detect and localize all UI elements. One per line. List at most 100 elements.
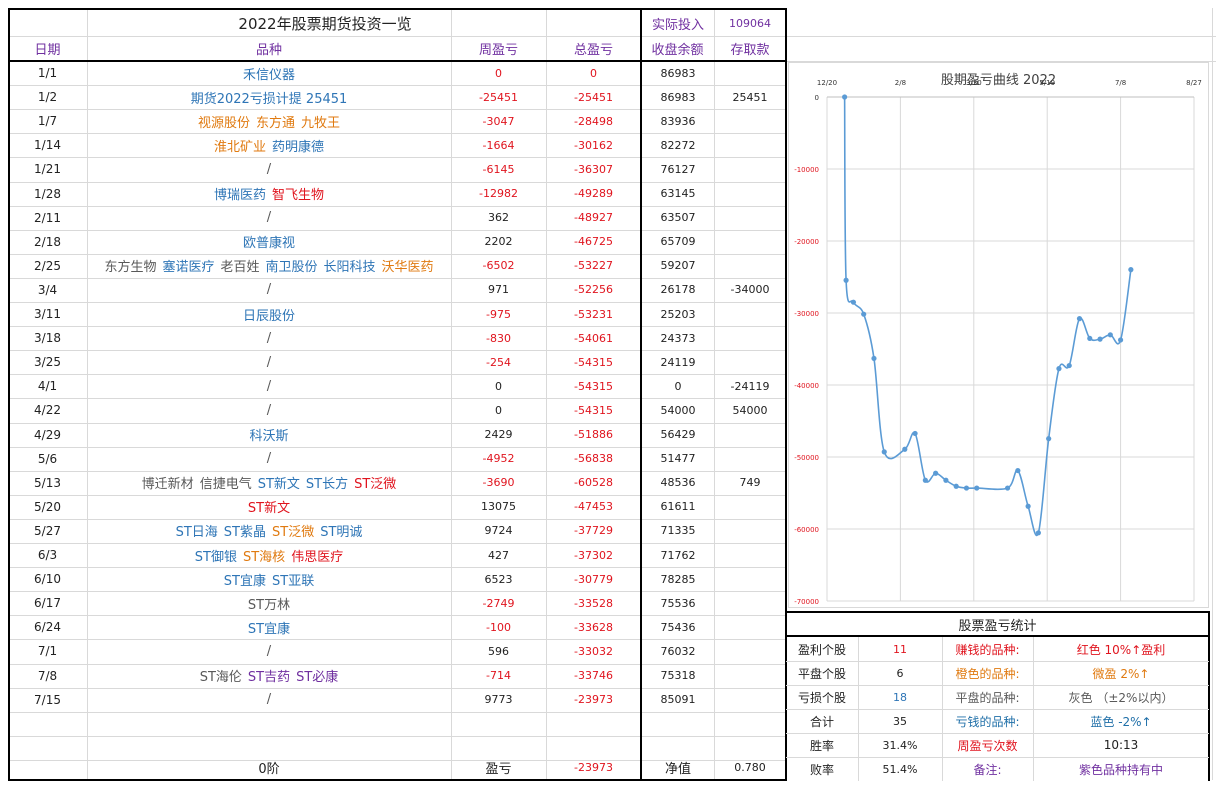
row-stock-names: / <box>87 398 451 422</box>
row-date: 2/25 <box>34 258 61 273</box>
row-total-pl: -53231 <box>574 307 613 321</box>
row-deposit <box>714 206 786 230</box>
stock-name: / <box>266 451 272 467</box>
data-point <box>871 355 877 362</box>
legend-desc: 10:13 <box>1103 738 1139 752</box>
x-tick-label: 8/27 <box>1186 79 1202 87</box>
row-week-pl: 0 <box>495 403 502 417</box>
row-stock-names: ST宜康 ST亚联 <box>87 567 451 591</box>
grid-line <box>786 757 1209 758</box>
grid-line <box>8 760 786 761</box>
y-tick-label: -50000 <box>794 454 819 462</box>
grid-line <box>8 398 786 399</box>
x-tick-label: 3/30 <box>966 79 982 87</box>
grid-line <box>786 709 1209 710</box>
grid-line <box>786 61 1216 62</box>
row-date: 3/4 <box>37 282 58 297</box>
legend-key: 备注: <box>973 762 1002 777</box>
footer-pl-label: 盈亏 <box>485 762 512 777</box>
row-deposit <box>714 157 786 181</box>
row-stock-names: 日辰股份 <box>87 302 451 326</box>
data-point <box>1046 436 1052 442</box>
row-total-pl: -30162 <box>574 138 613 152</box>
row-date: 5/6 <box>37 451 58 466</box>
row-deposit <box>714 182 786 206</box>
row-stock-names: / <box>87 278 451 302</box>
stock-name: ST海伦 <box>199 670 242 686</box>
stats-border <box>786 611 1210 613</box>
row-week-pl: 2429 <box>484 428 513 442</box>
row-date: 5/27 <box>34 523 61 538</box>
row-stock-names: ST日海 ST紫晶 ST泛微 ST明诚 <box>87 519 451 543</box>
row-week-pl: -3690 <box>482 476 515 490</box>
stock-name: 视源股份 <box>197 115 250 131</box>
row-deposit <box>714 254 786 278</box>
sheet-title: 2022年股票期货投资一览 <box>238 14 412 33</box>
stock-name: / <box>266 378 272 394</box>
stock-name: / <box>266 692 272 708</box>
data-point <box>843 277 849 283</box>
data-point <box>1066 362 1072 369</box>
row-balance: 76032 <box>660 644 696 658</box>
row-date: 7/8 <box>37 668 58 683</box>
row-balance: 75318 <box>660 669 696 683</box>
stock-name: ST吉药 <box>247 670 291 686</box>
grid-line <box>8 85 786 86</box>
row-date: 7/1 <box>37 644 58 659</box>
stats-value: 31.4% <box>882 738 918 752</box>
row-date: 6/24 <box>34 620 61 635</box>
row-date: 3/18 <box>34 331 61 346</box>
stock-name: ST必康 <box>296 670 339 686</box>
row-deposit: -34000 <box>730 283 770 297</box>
data-point <box>943 477 949 483</box>
row-stock-names: 博迁新材 信捷电气 ST新文 ST长方 ST泛微 <box>87 471 451 495</box>
data-point <box>1004 485 1011 491</box>
grid-line <box>8 495 786 496</box>
y-tick-label: -10000 <box>794 166 819 174</box>
data-point <box>1015 467 1021 474</box>
data-point <box>1025 503 1031 509</box>
row-stock-names: 东方生物 塞诺医疗 老百姓 南卫股份 长阳科技 沃华医药 <box>87 254 451 278</box>
grid-line <box>8 109 786 110</box>
row-total-pl: -54315 <box>574 355 613 369</box>
row-week-pl: 2202 <box>484 235 513 249</box>
grid-line <box>8 133 786 134</box>
stats-label: 亏损个股 <box>797 690 846 705</box>
table-border <box>8 60 787 62</box>
row-date: 2/18 <box>34 234 61 249</box>
stock-name: ST新文 <box>247 501 291 517</box>
row-date: 1/21 <box>34 162 61 177</box>
data-point <box>1128 267 1134 273</box>
row-stock-names: 视源股份 东方通 九牧王 <box>87 109 451 133</box>
row-week-pl: -4952 <box>482 452 515 466</box>
stock-name: ST泛微 <box>272 525 315 541</box>
x-tick-label: 12/20 <box>817 79 837 87</box>
grid-line <box>8 326 786 327</box>
legend-key: 亏钱的品种: <box>955 714 1020 729</box>
data-point <box>1035 530 1041 536</box>
row-week-pl: -12982 <box>479 187 518 201</box>
data-point <box>912 430 918 437</box>
legend-desc: 紫色品种持有中 <box>1078 762 1163 777</box>
row-week-pl: -3047 <box>482 114 515 128</box>
legend-desc: 蓝色 -2%↑ <box>1090 714 1152 729</box>
grid-line <box>8 447 786 448</box>
row-total-pl: -56838 <box>574 452 613 466</box>
row-stock-names: / <box>87 374 451 398</box>
row-week-pl: 0 <box>495 66 502 80</box>
table-border <box>640 8 642 780</box>
row-deposit: 25451 <box>732 90 768 104</box>
data-point <box>1076 316 1083 322</box>
actual-invest-value: 109064 <box>729 16 771 30</box>
stats-value: 11 <box>893 642 907 656</box>
row-balance: 51477 <box>660 452 696 466</box>
grid-line <box>786 685 1209 686</box>
grid-line <box>8 182 786 183</box>
stats-value: 35 <box>893 714 907 728</box>
stock-name: 老百姓 <box>220 260 260 276</box>
stock-name: 南卫股份 <box>265 260 318 276</box>
grid-line <box>8 230 786 231</box>
row-date: 4/1 <box>37 379 58 394</box>
row-balance: 83936 <box>660 114 696 128</box>
row-deposit <box>714 302 786 326</box>
